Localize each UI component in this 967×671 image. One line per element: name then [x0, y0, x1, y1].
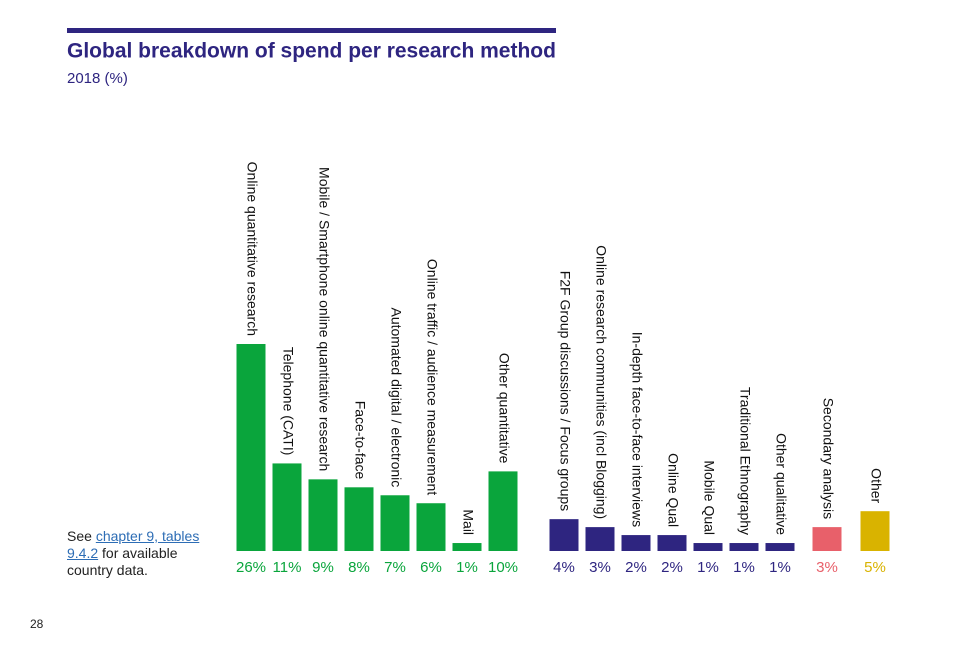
bar	[621, 535, 651, 551]
category-label: Telephone (CATI)	[280, 347, 296, 456]
value-label: 3%	[816, 559, 838, 576]
category-label: Face-to-face	[352, 401, 368, 480]
category-label: Other qualitative	[773, 433, 789, 535]
top-rule	[67, 28, 556, 33]
value-label: 2%	[661, 559, 683, 576]
value-label: 7%	[384, 559, 406, 576]
category-label: Automated digital / electronic	[388, 308, 404, 488]
bar	[452, 543, 482, 551]
page-number: 28	[30, 617, 44, 631]
value-label: 1%	[697, 559, 719, 576]
bar	[272, 463, 302, 551]
bar	[344, 487, 374, 551]
bar	[308, 479, 338, 551]
category-label: Other	[868, 468, 884, 503]
bar	[765, 543, 795, 551]
bar	[693, 543, 723, 551]
category-label: Mail	[460, 509, 476, 535]
category-label: Mobile / Smartphone online quantitative …	[316, 167, 332, 471]
bar	[488, 471, 518, 551]
bar	[812, 527, 842, 551]
value-label: 10%	[488, 559, 518, 576]
value-label: 11%	[273, 559, 302, 576]
value-label: 26%	[236, 559, 266, 576]
bar	[416, 503, 446, 551]
bar	[380, 495, 410, 551]
category-label: Other quantitative	[496, 353, 512, 464]
value-label: 5%	[864, 559, 886, 576]
category-label: Traditional Ethnography	[737, 387, 753, 535]
note-link[interactable]: chapter 9, tables 9.4.2	[67, 528, 200, 561]
note-prefix: See	[67, 528, 92, 544]
value-label: 9%	[312, 559, 334, 576]
value-label: 3%	[589, 559, 611, 576]
category-label: F2F Group discussions / Focus groups	[557, 271, 573, 511]
note: See chapter 9, tables 9.4.2 for availabl…	[67, 528, 217, 579]
bar	[657, 535, 687, 551]
bar	[236, 344, 266, 551]
bar	[585, 527, 615, 551]
category-label: Online quantitative research	[244, 162, 260, 336]
category-label: Secondary analysis	[820, 398, 836, 519]
bar	[729, 543, 759, 551]
value-label: 8%	[348, 559, 370, 576]
note-suffix: for available country data.	[67, 545, 178, 578]
category-label: Online traffic / audience measurement	[424, 259, 440, 495]
value-label: 1%	[456, 559, 478, 576]
chart-subtitle: 2018 (%)	[67, 70, 128, 87]
chart-title: Global breakdown of spend per research m…	[67, 40, 556, 63]
category-label: Online research communities (incl Bloggi…	[593, 245, 609, 519]
value-label: 6%	[420, 559, 442, 576]
category-label: Online Qual	[665, 453, 681, 527]
value-label: 1%	[733, 559, 755, 576]
bar	[549, 519, 579, 551]
category-label: Mobile Qual	[701, 460, 717, 535]
value-label: 4%	[553, 559, 575, 576]
value-label: 2%	[625, 559, 647, 576]
bar	[860, 511, 890, 551]
category-label: In-depth face-to-face interviews	[629, 332, 645, 527]
value-label: 1%	[769, 559, 791, 576]
